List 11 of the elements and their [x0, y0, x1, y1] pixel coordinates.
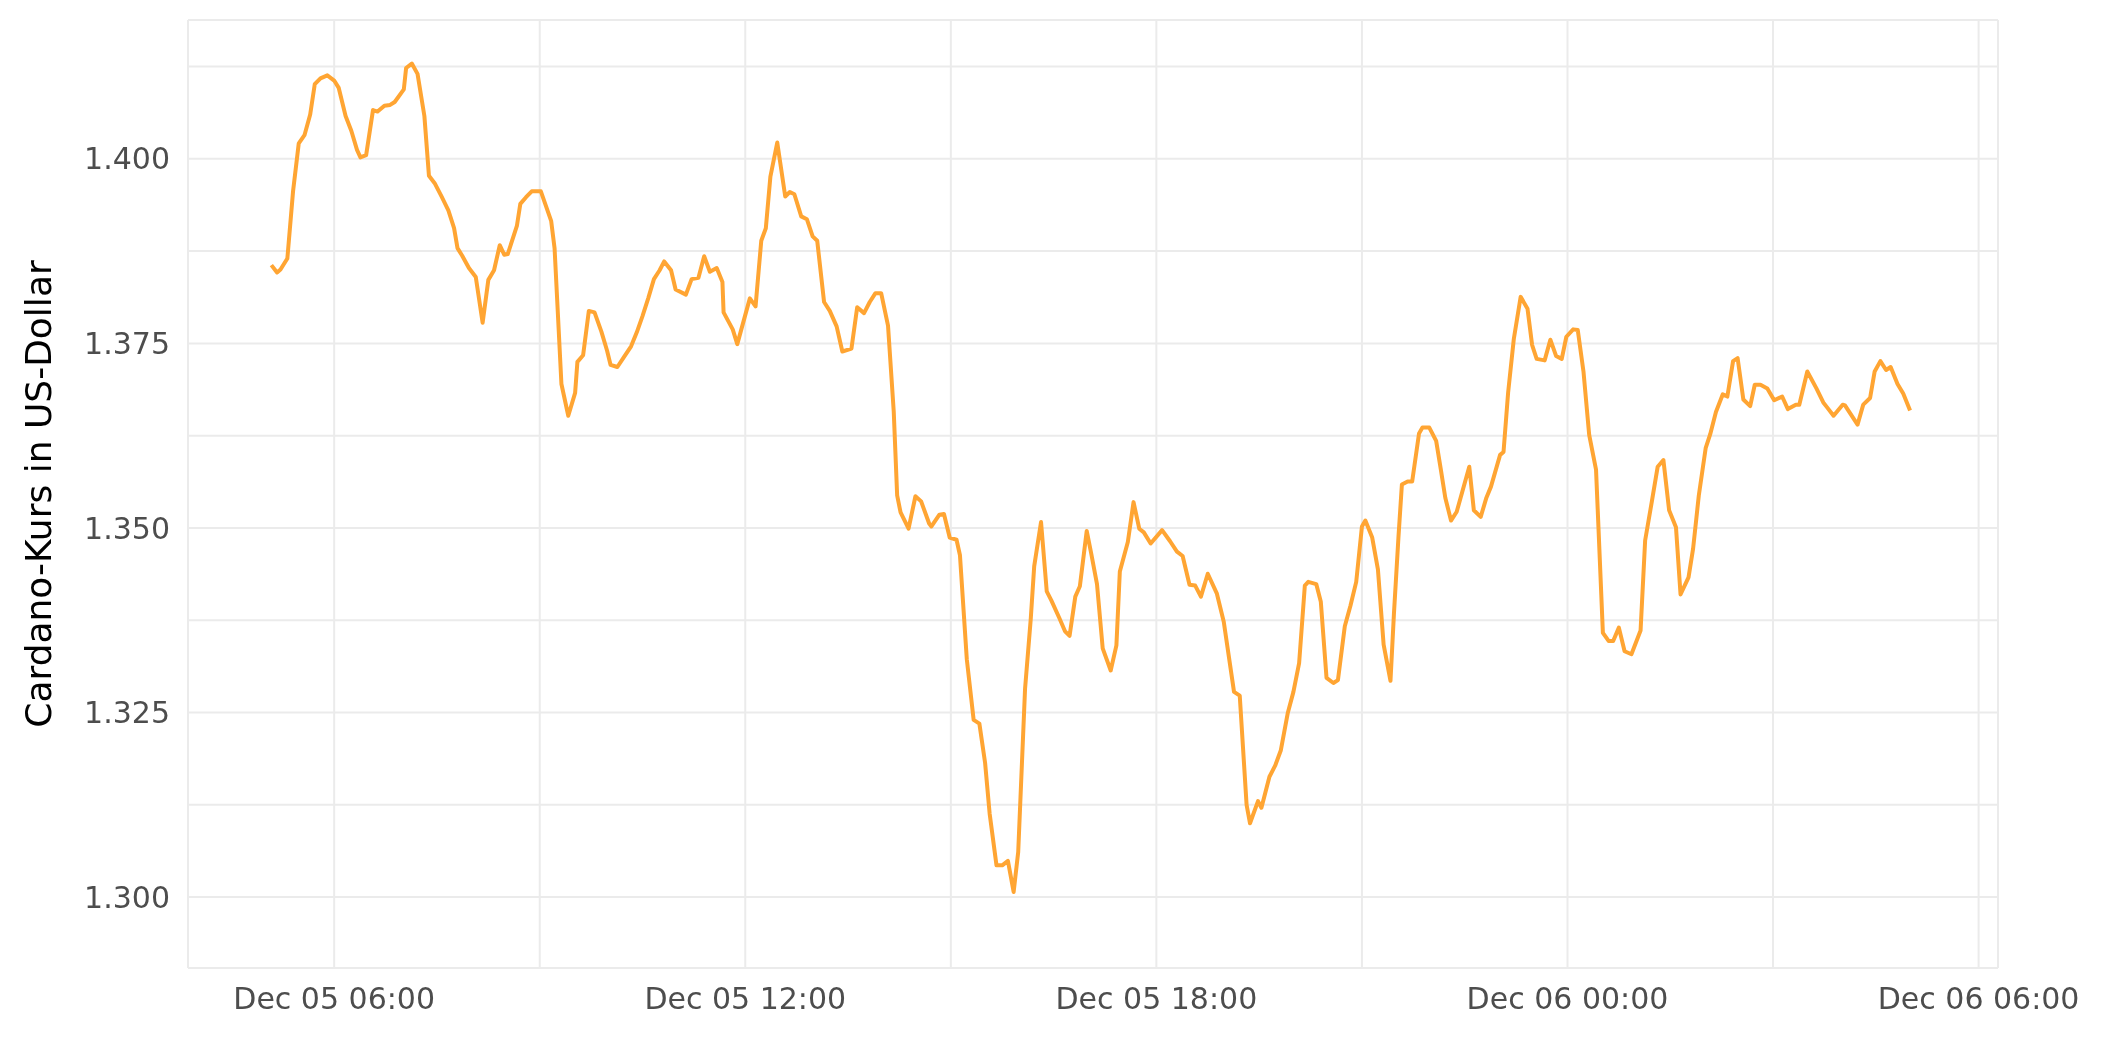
x-tick-label: Dec 05 18:00	[1055, 981, 1258, 1017]
y-tick-label: 1.375	[84, 326, 170, 362]
x-tick-label: Dec 06 06:00	[1877, 981, 2080, 1017]
y-axis-title: Cardano-Kurs in US-Dollar	[17, 260, 59, 728]
x-tick-label: Dec 06 00:00	[1466, 981, 1669, 1017]
y-tick-label: 1.300	[84, 879, 170, 915]
x-tick-label: Dec 05 12:00	[644, 981, 847, 1017]
y-tick-label: 1.400	[84, 141, 170, 177]
x-tick-label: Dec 05 06:00	[233, 981, 436, 1017]
y-tick-label: 1.325	[84, 695, 170, 731]
y-tick-label: 1.350	[84, 510, 170, 546]
